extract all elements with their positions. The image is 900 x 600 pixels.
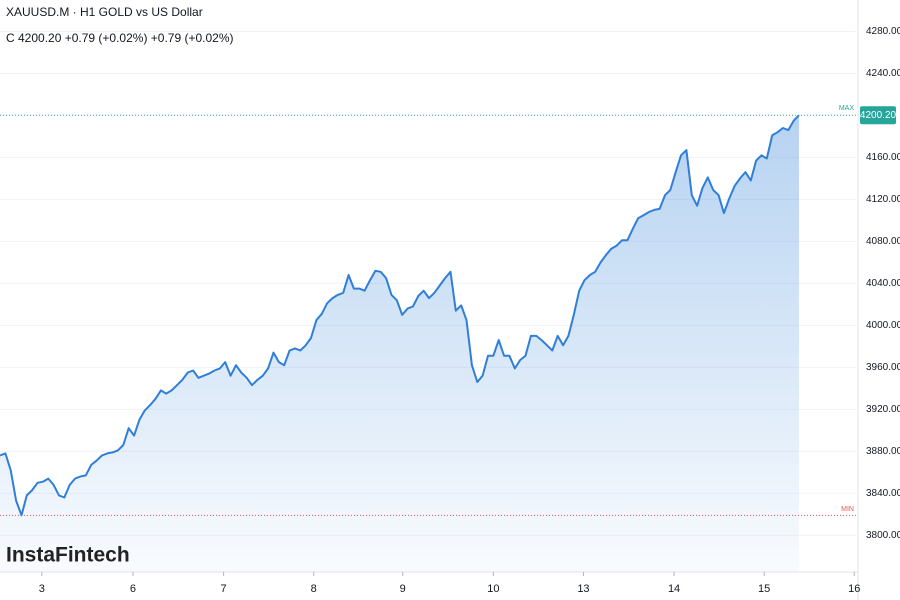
y-tick-label: 3880.00 [866, 446, 900, 457]
x-tick-label: 15 [758, 583, 770, 595]
x-tick-label: 9 [400, 583, 406, 595]
x-tick-label: 8 [311, 583, 317, 595]
y-tick-label: 4080.00 [866, 236, 900, 247]
x-tick-label: 3 [39, 583, 45, 595]
chart-title: XAUUSD.M · H1 GOLD vs US Dollar [6, 5, 203, 19]
y-tick-label: 4120.00 [866, 194, 900, 205]
x-tick-label: 7 [221, 583, 227, 595]
y-tick-label: 3920.00 [866, 404, 900, 415]
max-tag: MAX [839, 105, 855, 112]
chart-subtitle: C 4200.20 +0.79 (+0.02%) +0.79 (+0.02%) [6, 31, 234, 45]
area-fill [0, 115, 799, 572]
price-line [0, 114, 800, 517]
y-tick-label: 4000.00 [866, 320, 900, 331]
y-tick-label: 3960.00 [866, 362, 900, 373]
y-tick-label: 4040.00 [866, 278, 900, 289]
x-tick-label: 14 [668, 583, 680, 595]
last-price-label: 4200.20 [860, 110, 897, 121]
last-price-box [860, 106, 896, 125]
y-tick-label: 3800.00 [866, 530, 900, 541]
x-tick-label: 13 [577, 583, 589, 595]
min-tag: MIN [841, 506, 854, 513]
watermark: InstaFintech [6, 544, 130, 567]
y-tick-label: 4280.00 [866, 26, 900, 37]
x-tick-label: 10 [487, 583, 499, 595]
x-tick-label: 16 [848, 583, 860, 595]
x-tick-label: 6 [130, 583, 136, 595]
y-tick-label: 4240.00 [866, 68, 900, 79]
y-tick-label: 4160.00 [866, 152, 900, 163]
y-tick-label: 3840.00 [866, 488, 900, 499]
